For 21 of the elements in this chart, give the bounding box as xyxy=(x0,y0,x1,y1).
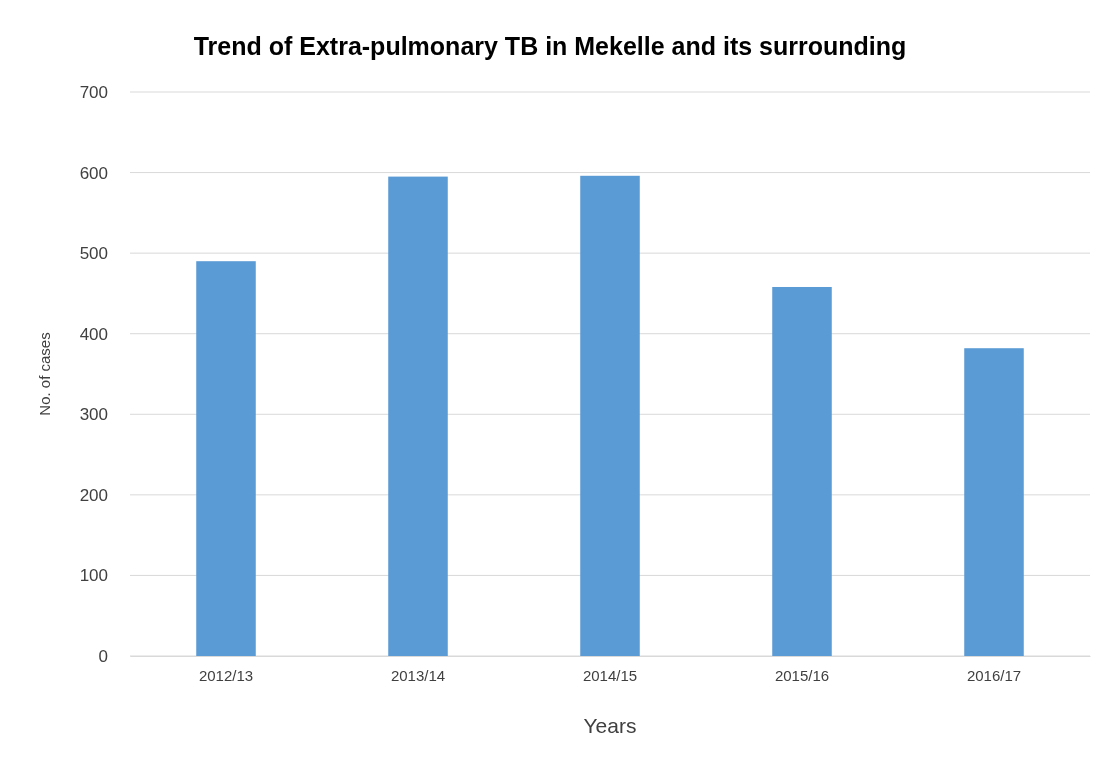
y-axis-title: No. of cases xyxy=(36,332,53,416)
bar xyxy=(388,176,448,656)
y-tick-label: 200 xyxy=(79,485,108,505)
bar xyxy=(580,175,640,656)
y-tick-label: 600 xyxy=(79,163,108,183)
chart-title: Trend of Extra-pulmonary TB in Mekelle and its surrounding xyxy=(193,32,907,60)
x-tick-label: 2015/16 xyxy=(774,666,830,684)
x-tick-label: 2012/13 xyxy=(198,666,254,684)
x-tick-label: 2014/15 xyxy=(582,666,638,684)
x-tick-label: 2013/14 xyxy=(390,666,446,684)
y-tick-label: 300 xyxy=(79,405,108,425)
y-tick-label: 700 xyxy=(79,82,108,102)
bar xyxy=(772,286,832,656)
y-tick-label: 0 xyxy=(98,646,108,666)
x-tick-label: 2016/17 xyxy=(966,666,1022,684)
x-axis-title: Years xyxy=(583,714,637,737)
y-tick-label: 500 xyxy=(79,244,108,264)
bar xyxy=(196,261,256,656)
bar xyxy=(964,348,1024,656)
y-tick-label: 100 xyxy=(79,566,108,586)
y-tick-label: 400 xyxy=(79,324,108,344)
